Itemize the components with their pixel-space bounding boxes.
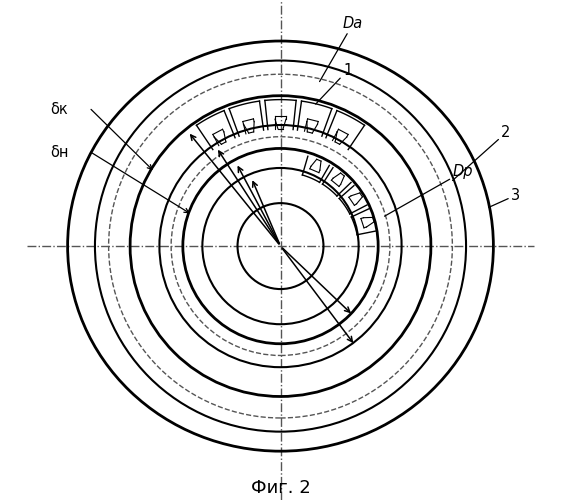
- Text: Фиг. 2: Фиг. 2: [251, 480, 310, 498]
- Text: 3: 3: [489, 188, 520, 208]
- Text: δн: δн: [50, 145, 68, 160]
- Text: 1: 1: [316, 63, 352, 104]
- Text: Dp: Dp: [384, 164, 473, 216]
- Text: δк: δк: [50, 102, 68, 117]
- Text: 2: 2: [453, 126, 511, 180]
- Text: Da: Da: [320, 16, 364, 82]
